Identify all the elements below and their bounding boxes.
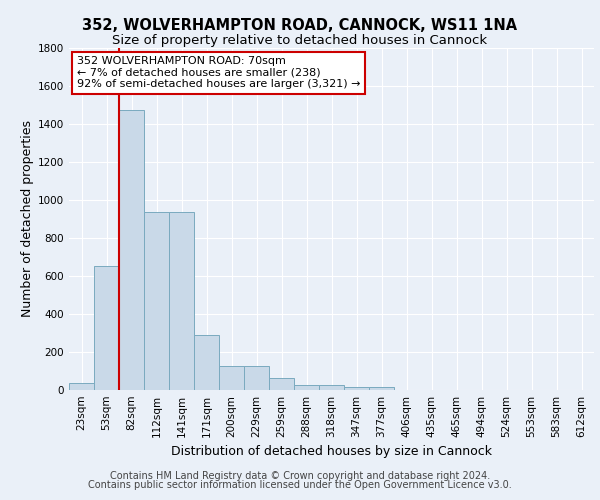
Bar: [369, 387, 394, 390]
Bar: [244, 366, 269, 390]
Bar: [94, 266, 119, 390]
Bar: [119, 110, 144, 390]
Text: Size of property relative to detached houses in Cannock: Size of property relative to detached ho…: [112, 34, 488, 47]
Text: Contains HM Land Registry data © Crown copyright and database right 2024.: Contains HM Land Registry data © Crown c…: [110, 471, 490, 481]
Bar: [194, 335, 219, 390]
Bar: [69, 383, 94, 390]
Bar: [169, 212, 194, 390]
Text: 352, WOLVERHAMPTON ROAD, CANNOCK, WS11 1NA: 352, WOLVERHAMPTON ROAD, CANNOCK, WS11 1…: [82, 18, 518, 32]
Bar: [144, 212, 169, 390]
Y-axis label: Number of detached properties: Number of detached properties: [21, 120, 34, 318]
Text: 352 WOLVERHAMPTON ROAD: 70sqm
← 7% of detached houses are smaller (238)
92% of s: 352 WOLVERHAMPTON ROAD: 70sqm ← 7% of de…: [77, 56, 361, 90]
Bar: [319, 384, 344, 390]
Bar: [219, 366, 244, 390]
Text: Contains public sector information licensed under the Open Government Licence v3: Contains public sector information licen…: [88, 480, 512, 490]
Bar: [344, 387, 369, 390]
Bar: [269, 378, 294, 390]
Bar: [294, 384, 319, 390]
X-axis label: Distribution of detached houses by size in Cannock: Distribution of detached houses by size …: [171, 446, 492, 458]
